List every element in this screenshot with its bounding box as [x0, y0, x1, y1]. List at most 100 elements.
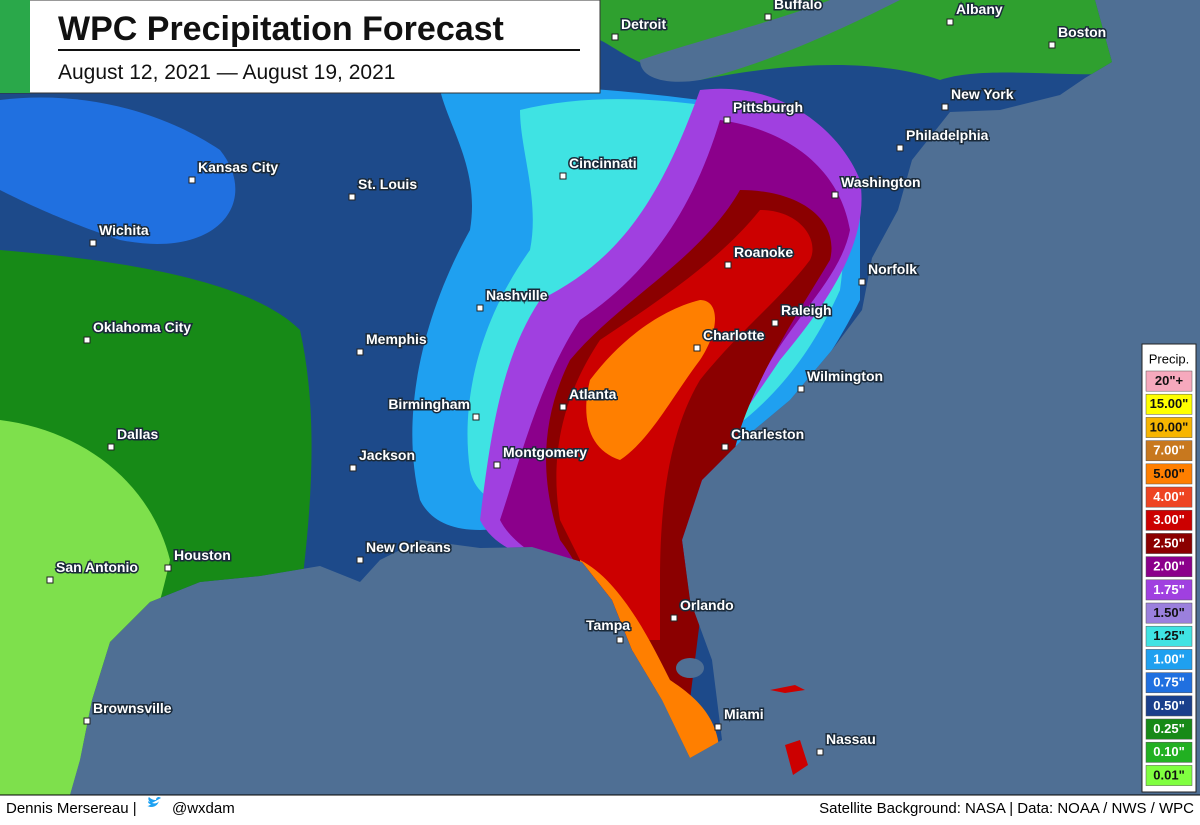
- legend-swatch: [1145, 695, 1193, 717]
- credits: Satellite Background: NASA | Data: NOAA …: [819, 800, 1194, 817]
- city-label: Tampa: [586, 617, 630, 633]
- title: WPC Precipitation Forecast: [58, 10, 504, 48]
- legend-swatch: [1145, 370, 1193, 392]
- city-marker: [816, 748, 824, 756]
- legend-title: Precip.: [1149, 351, 1189, 366]
- city-label: Atlanta: [569, 386, 617, 402]
- legend-label: 20"+: [1155, 373, 1184, 388]
- city-label: Charleston: [731, 426, 804, 442]
- legend-label: 2.50": [1153, 535, 1184, 550]
- city-label: Nashville: [486, 287, 548, 303]
- city-marker: [721, 443, 729, 451]
- legend-label: 0.50": [1153, 698, 1184, 713]
- city-label: Raleigh: [781, 302, 832, 318]
- city-marker: [476, 304, 484, 312]
- city-label: Jackson: [359, 447, 415, 463]
- legend-swatch: [1145, 765, 1193, 786]
- city-marker: [46, 576, 54, 584]
- city-marker: [896, 144, 904, 152]
- legend: Precip. 20"+ 15.00" 10.00" 7.00" 5.00" 4.00" 3…: [1141, 343, 1197, 793]
- legend-label: 1.25": [1153, 628, 1184, 643]
- city-label: Wilmington: [807, 368, 883, 384]
- city-label: Wichita: [99, 222, 149, 238]
- city-label: Washington: [841, 174, 921, 190]
- legend-label: 0.75": [1153, 675, 1184, 690]
- city-marker: [83, 717, 91, 725]
- city-label: New York: [951, 86, 1014, 102]
- city-marker: [764, 13, 772, 21]
- city-label: Memphis: [366, 331, 427, 347]
- city-label: Orlando: [680, 597, 734, 613]
- city-marker: [831, 191, 839, 199]
- legend-swatch: [1145, 533, 1193, 554]
- city-marker: [611, 33, 619, 41]
- city-marker: [107, 443, 115, 451]
- city-marker: [941, 103, 949, 111]
- legend-swatch: [1145, 741, 1193, 763]
- legend-label: 5.00": [1153, 466, 1184, 481]
- city-marker: [616, 636, 624, 644]
- city-marker: [356, 556, 364, 564]
- legend-swatch: [1145, 393, 1193, 415]
- legend-swatch: [1145, 579, 1193, 601]
- city-marker: [348, 193, 356, 201]
- legend-label: 1.75": [1153, 582, 1184, 597]
- city-label: New Orleans: [366, 539, 451, 555]
- city-label: Norfolk: [868, 261, 917, 277]
- legend-label: 2.00": [1153, 559, 1184, 574]
- city-marker: [858, 278, 866, 286]
- city-label: Birmingham: [388, 396, 470, 412]
- city-marker: [797, 385, 805, 393]
- city-label: Nassau: [826, 731, 876, 747]
- city-marker: [559, 403, 567, 411]
- city-label: Boston: [1058, 24, 1106, 40]
- legend-swatch: [1145, 509, 1193, 531]
- legend-label: 1.50": [1153, 605, 1184, 620]
- city-label: Buffalo: [774, 0, 822, 12]
- handle: @wxdam: [172, 800, 235, 817]
- legend-swatch: [1145, 649, 1193, 670]
- twitter-icon: [147, 796, 161, 807]
- city-label: Pittsburgh: [733, 99, 803, 115]
- legend-swatch: [1145, 718, 1193, 740]
- city-marker: [89, 239, 97, 247]
- legend-swatch: [1145, 486, 1193, 508]
- city-label: Dallas: [117, 426, 158, 442]
- header: WPC Precipitation Forecast August 12, 20…: [0, 0, 601, 94]
- legend-label: 7.00": [1153, 443, 1184, 458]
- legend-label: 10.00": [1150, 419, 1189, 434]
- legend-swatch: [1145, 602, 1193, 624]
- city-label: Roanoke: [734, 244, 793, 260]
- city-marker: [559, 172, 567, 180]
- lakes: [640, 0, 900, 678]
- legend-label: 1.00": [1153, 651, 1184, 666]
- legend-label: 15.00": [1150, 396, 1189, 411]
- legend-label: 0.10": [1153, 744, 1184, 759]
- city-layer: Buffalo Albany Detroit Boston New York Pittsb…: [46, 0, 1108, 756]
- bahamas: [770, 685, 808, 775]
- city-marker: [83, 336, 91, 344]
- city-marker: [472, 413, 480, 421]
- city-label: Houston: [174, 547, 231, 563]
- footer-bar: [0, 795, 1200, 820]
- header-accent: [0, 0, 30, 93]
- legend-swatch: [1145, 672, 1193, 694]
- author: Dennis Mersereau |: [6, 800, 137, 817]
- city-marker: [1048, 41, 1056, 49]
- legend-label: 0.25": [1153, 721, 1184, 736]
- city-marker: [946, 18, 954, 26]
- legend-swatch: [1145, 625, 1193, 647]
- city-marker: [493, 461, 501, 469]
- city-label: Charlotte: [703, 327, 765, 343]
- city-marker: [723, 116, 731, 124]
- city-marker: [164, 564, 172, 572]
- subtitle: August 12, 2021 — August 19, 2021: [58, 61, 395, 84]
- city-marker: [771, 319, 779, 327]
- city-label: San Antonio: [56, 559, 138, 575]
- header-box: [0, 0, 601, 94]
- city-marker: [349, 464, 357, 472]
- city-label: Oklahoma City: [93, 319, 191, 335]
- city-marker: [714, 723, 722, 731]
- city-label: Cincinnati: [569, 155, 637, 171]
